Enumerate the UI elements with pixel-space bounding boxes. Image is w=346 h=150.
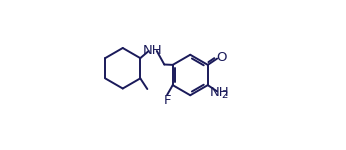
Text: NH: NH xyxy=(210,86,230,99)
Text: O: O xyxy=(216,51,227,64)
Text: F: F xyxy=(163,94,171,107)
Text: NH: NH xyxy=(143,45,163,57)
Text: 2: 2 xyxy=(221,90,228,100)
